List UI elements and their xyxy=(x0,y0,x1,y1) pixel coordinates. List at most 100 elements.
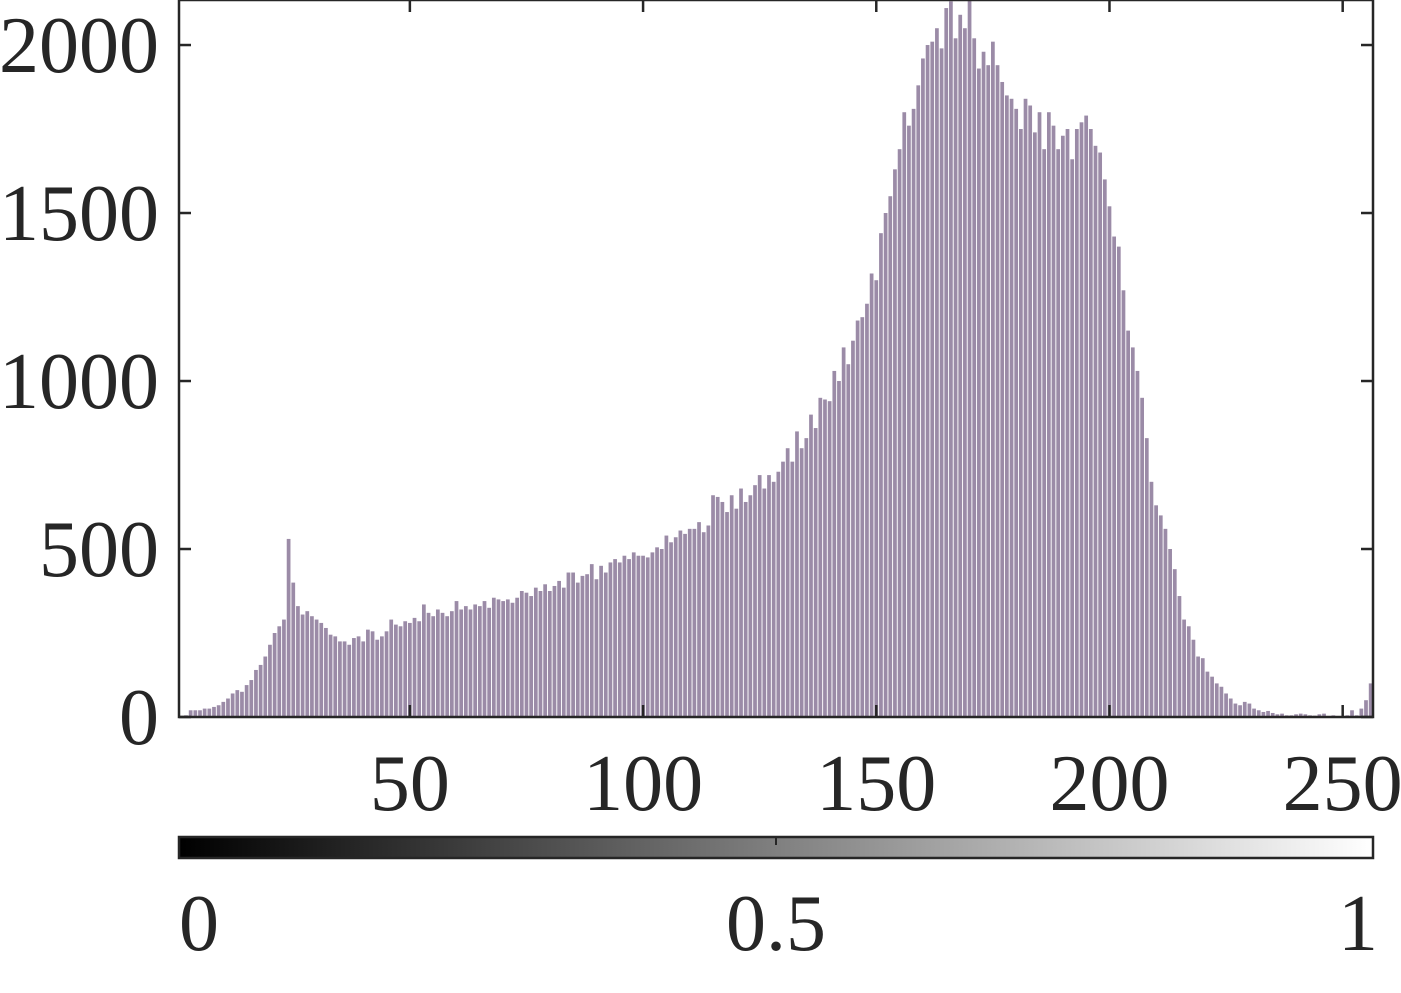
bar xyxy=(664,535,669,717)
bar xyxy=(496,599,501,717)
bar xyxy=(720,501,725,717)
bar xyxy=(585,574,589,717)
bar xyxy=(1074,129,1079,717)
bar xyxy=(869,273,874,717)
bar xyxy=(477,606,482,717)
bar xyxy=(1088,129,1093,717)
bar xyxy=(1266,710,1270,717)
bar xyxy=(1294,714,1298,717)
bar xyxy=(263,656,268,717)
bar xyxy=(352,638,356,717)
bar xyxy=(916,85,921,717)
bar xyxy=(440,612,445,717)
bar xyxy=(603,572,608,717)
bar xyxy=(673,537,678,717)
bar xyxy=(254,669,258,717)
bar xyxy=(1219,686,1224,717)
bar xyxy=(324,627,328,717)
bar xyxy=(310,616,314,717)
bar xyxy=(897,149,902,717)
y-tick-label: 0 xyxy=(119,674,159,762)
bar xyxy=(925,45,930,717)
bar xyxy=(776,471,781,717)
bar xyxy=(981,51,986,717)
bar xyxy=(258,664,263,717)
bar xyxy=(739,488,743,717)
bar xyxy=(799,448,804,717)
bar xyxy=(1359,708,1364,717)
bar xyxy=(995,65,1000,717)
bar xyxy=(1252,708,1256,717)
bar xyxy=(921,58,925,717)
bar xyxy=(953,38,958,717)
bar xyxy=(991,41,995,717)
bar xyxy=(1158,515,1163,717)
bar xyxy=(813,428,818,717)
bar xyxy=(972,38,977,717)
bar xyxy=(841,347,846,717)
colorbar-tick-label: 1 xyxy=(1338,880,1378,968)
bar xyxy=(1042,149,1047,717)
axes: 0 500 1000 1500 2000 50 100 150 200 250 0 0.5 1 xyxy=(0,0,1401,968)
bar xyxy=(636,555,641,717)
bar xyxy=(734,508,739,717)
bar xyxy=(384,631,389,717)
bar xyxy=(202,708,207,717)
bar xyxy=(1000,81,1005,717)
bar xyxy=(1140,397,1144,717)
bar xyxy=(599,565,603,717)
bar xyxy=(1298,713,1303,717)
bar xyxy=(795,431,799,717)
bar xyxy=(216,705,221,717)
bar xyxy=(706,525,711,717)
bar xyxy=(1228,698,1233,717)
bar xyxy=(1154,505,1158,717)
bar xyxy=(468,609,473,717)
x-tick-label: 200 xyxy=(1049,740,1169,828)
bar xyxy=(366,629,370,717)
bar xyxy=(1186,626,1191,717)
bar xyxy=(1242,701,1247,717)
bar xyxy=(715,496,720,717)
bar xyxy=(361,641,366,717)
bar xyxy=(902,112,907,717)
bar xyxy=(1102,179,1107,717)
bar xyxy=(454,601,459,717)
bar xyxy=(552,585,557,717)
bar xyxy=(1172,569,1177,717)
bar xyxy=(1051,125,1056,717)
bar xyxy=(408,622,412,717)
bar xyxy=(482,601,487,717)
bar xyxy=(846,364,851,717)
bar xyxy=(832,370,837,717)
bar xyxy=(445,616,450,717)
bar xyxy=(226,698,230,717)
bar xyxy=(426,612,431,717)
bar xyxy=(524,592,529,717)
bar xyxy=(1116,246,1121,717)
bar xyxy=(1364,700,1368,717)
bar xyxy=(235,690,240,717)
bar xyxy=(977,68,981,717)
bar xyxy=(1130,347,1135,717)
bar xyxy=(748,495,753,717)
bar xyxy=(659,549,664,717)
bar xyxy=(356,636,361,717)
bar xyxy=(561,587,566,717)
bar xyxy=(566,572,571,717)
bar xyxy=(697,522,701,717)
bar xyxy=(249,680,254,717)
bar xyxy=(580,575,585,717)
bar xyxy=(1070,159,1075,717)
bar xyxy=(683,533,687,717)
bar xyxy=(1205,671,1210,717)
bar xyxy=(1005,95,1009,717)
bar xyxy=(1056,149,1061,717)
bar xyxy=(613,559,617,717)
bar xyxy=(655,547,659,717)
bar xyxy=(435,609,440,717)
bar xyxy=(893,169,897,717)
bar xyxy=(1121,290,1126,717)
bar xyxy=(1322,713,1326,717)
bar xyxy=(431,616,436,717)
